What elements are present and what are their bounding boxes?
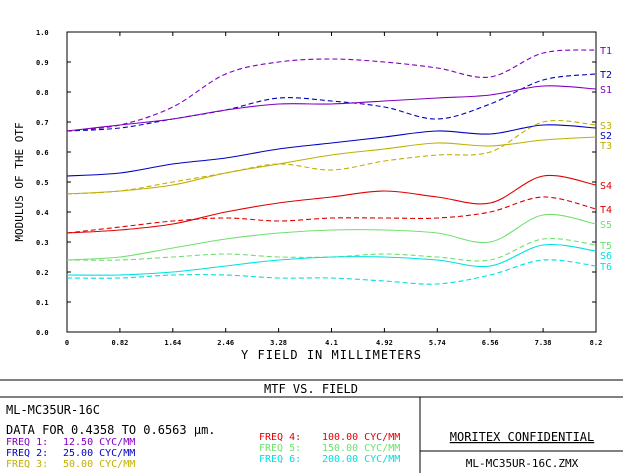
plot-frame: [66, 31, 597, 333]
y-tick-label: 0.0: [36, 329, 49, 337]
panel-title: MTF VS. FIELD: [264, 382, 358, 396]
x-tick-label: 2.46: [217, 339, 234, 347]
series-line-t2: [66, 73, 597, 132]
series-label-t6: T6: [600, 262, 612, 273]
zmx-file-name: ML-MC35UR-16C.ZMX: [466, 457, 579, 470]
y-tick-label: 0.6: [36, 149, 49, 157]
x-tick-label: 6.56: [482, 339, 499, 347]
frequency-legend: FREQ 1: 12.50 CYC/MM FREQ 2: 25.00 CYC/MM FR…: [6, 432, 400, 470]
series-line-s2: [66, 124, 597, 177]
x-tick-label: 4.1: [325, 339, 338, 347]
x-tick-label: 1.64: [164, 339, 181, 347]
series-label-s3: S3: [600, 121, 612, 132]
series-label-t5: T5: [600, 241, 612, 252]
series-label-s2: S2: [600, 131, 612, 142]
y-tick-label: 0.4: [36, 209, 49, 217]
lens-name: ML-MC35UR-16C: [6, 403, 100, 417]
info-panel: MTF VS. FIELD ML-MC35UR-16C DATA FOR 0.4…: [0, 379, 623, 473]
x-tick-label: 3.28: [270, 339, 287, 347]
series-line-t6: [66, 259, 597, 285]
y-axis-label: MODULUS OF THE OTF: [13, 122, 26, 241]
series-label-t3: T3: [600, 141, 612, 152]
series-line-t4: [66, 196, 597, 234]
wavelength-range: DATA FOR 0.4358 TO 0.6563 μm.: [6, 423, 216, 437]
confidential-label: MORITEX CONFIDENTIAL: [450, 430, 595, 444]
series-line-s3: [66, 119, 597, 195]
x-tick-label: 0.82: [111, 339, 128, 347]
freq-value: 50.00 CYC/MM: [63, 459, 135, 470]
series-label-t4: T4: [600, 205, 612, 216]
series-label-s1: S1: [600, 85, 612, 96]
freq-label: FREQ 1:: [6, 437, 48, 448]
series-line-s5: [66, 213, 597, 261]
series-line-t3: [66, 136, 597, 195]
y-tick-label: 0.3: [36, 239, 49, 247]
plot-area: 0.0 0.1 0.2 0.3 0.4 0.5 0.6 0.7 0.8 0.9 1.0 0 0.82 1.…: [13, 29, 612, 362]
series-label-t1: T1: [600, 46, 612, 57]
series-label-s4: S4: [600, 181, 612, 192]
x-tick-label: 8.2: [590, 339, 603, 347]
y-tick-label: 0.7: [36, 119, 49, 127]
x-tick-label: 4.92: [376, 339, 393, 347]
series-line-t5: [66, 237, 597, 262]
freq-label: FREQ 2:: [6, 448, 48, 459]
x-tick-label: 0: [65, 339, 69, 347]
x-axis-label: Y FIELD IN MILLIMETERS: [241, 348, 422, 362]
freq-label: FREQ 4:: [259, 432, 301, 443]
x-tick-label: 7.38: [535, 339, 552, 347]
y-tick-label: 0.1: [36, 299, 49, 307]
freq-label: FREQ 5:: [259, 443, 301, 454]
y-tick-label: 0.2: [36, 269, 49, 277]
y-tick-label: 0.5: [36, 179, 49, 187]
freq-value: 150.00 CYC/MM: [322, 443, 400, 454]
freq-value: 25.00 CYC/MM: [63, 448, 135, 459]
series-label-t2: T2: [600, 70, 612, 81]
freq-label: FREQ 6:: [259, 454, 301, 465]
series-label-s5: S5: [600, 220, 612, 231]
series-line-s1: [66, 85, 597, 132]
freq-label: FREQ 3:: [6, 459, 48, 470]
series-label-s6: S6: [600, 251, 612, 262]
series-line-s6: [66, 243, 597, 276]
y-tick-label: 0.9: [36, 59, 49, 67]
y-tick-label: 1.0: [36, 29, 49, 37]
freq-value: 100.00 CYC/MM: [322, 432, 400, 443]
y-tick-label: 0.8: [36, 89, 49, 97]
freq-value: 12.50 CYC/MM: [63, 437, 135, 448]
x-tick-label: 5.74: [429, 339, 446, 347]
freq-value: 200.00 CYC/MM: [322, 454, 400, 465]
series-line-s4: [66, 174, 597, 234]
series-line-t1: [66, 49, 597, 132]
